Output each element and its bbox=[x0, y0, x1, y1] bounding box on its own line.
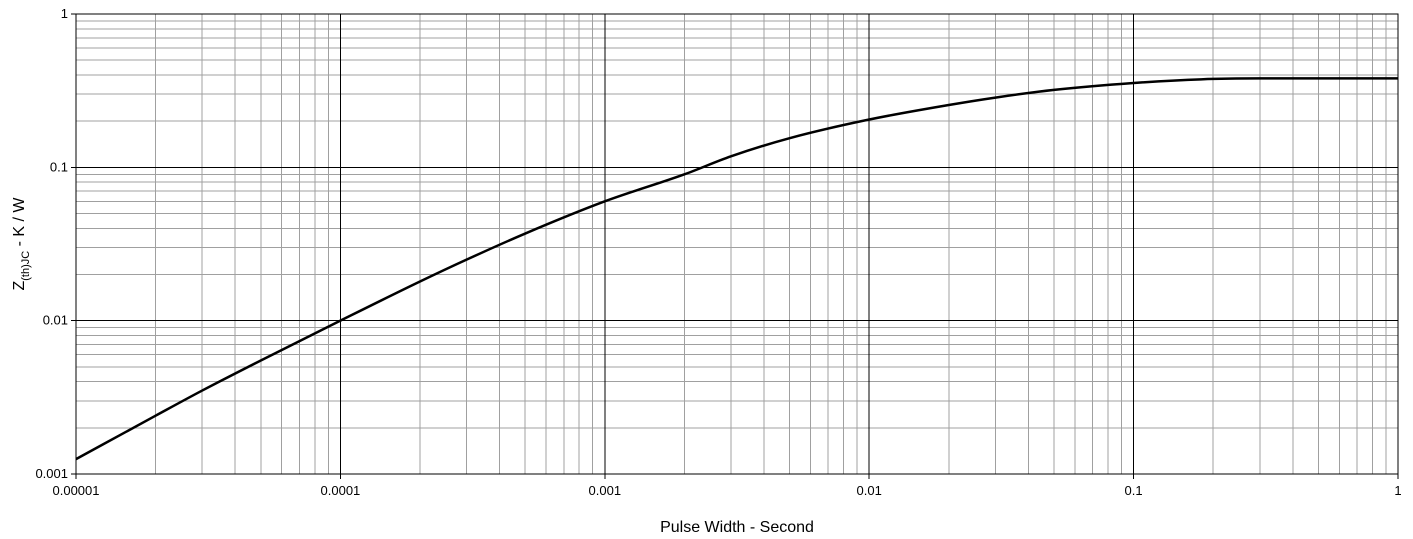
x-tick-label: 0.0001 bbox=[321, 483, 361, 498]
x-tick-label: 0.01 bbox=[857, 483, 882, 498]
x-tick-label: 1 bbox=[1394, 483, 1401, 498]
y-tick-label: 0.1 bbox=[50, 159, 68, 174]
x-tick-label: 0.001 bbox=[589, 483, 622, 498]
plot-border bbox=[75, 13, 1399, 475]
x-tick-label: 0.00001 bbox=[53, 483, 100, 498]
y-axis-title-subscript: (th)JC bbox=[20, 251, 32, 281]
y-tick-label: 0.001 bbox=[35, 466, 68, 481]
y-axis-title-suffix: - K / W bbox=[11, 197, 28, 251]
plot-area bbox=[76, 14, 1398, 474]
minor-grid bbox=[76, 14, 1398, 474]
y-axis-title-main: Z bbox=[11, 281, 28, 291]
y-tick-label: 0.01 bbox=[43, 313, 68, 328]
major-grid bbox=[76, 14, 1398, 474]
y-tick-labels: 0.001 0.01 0.1 1 bbox=[35, 6, 76, 481]
y-axis-title: Z(th)JC - K / W bbox=[11, 197, 32, 291]
x-tick-labels: 0.00001 0.0001 0.001 0.01 0.1 1 bbox=[53, 474, 1402, 498]
y-tick-label: 1 bbox=[61, 6, 68, 21]
x-axis-title: Pulse Width - Second bbox=[660, 519, 814, 536]
x-tick-label: 0.1 bbox=[1125, 483, 1143, 498]
series-line bbox=[75, 77, 1398, 461]
